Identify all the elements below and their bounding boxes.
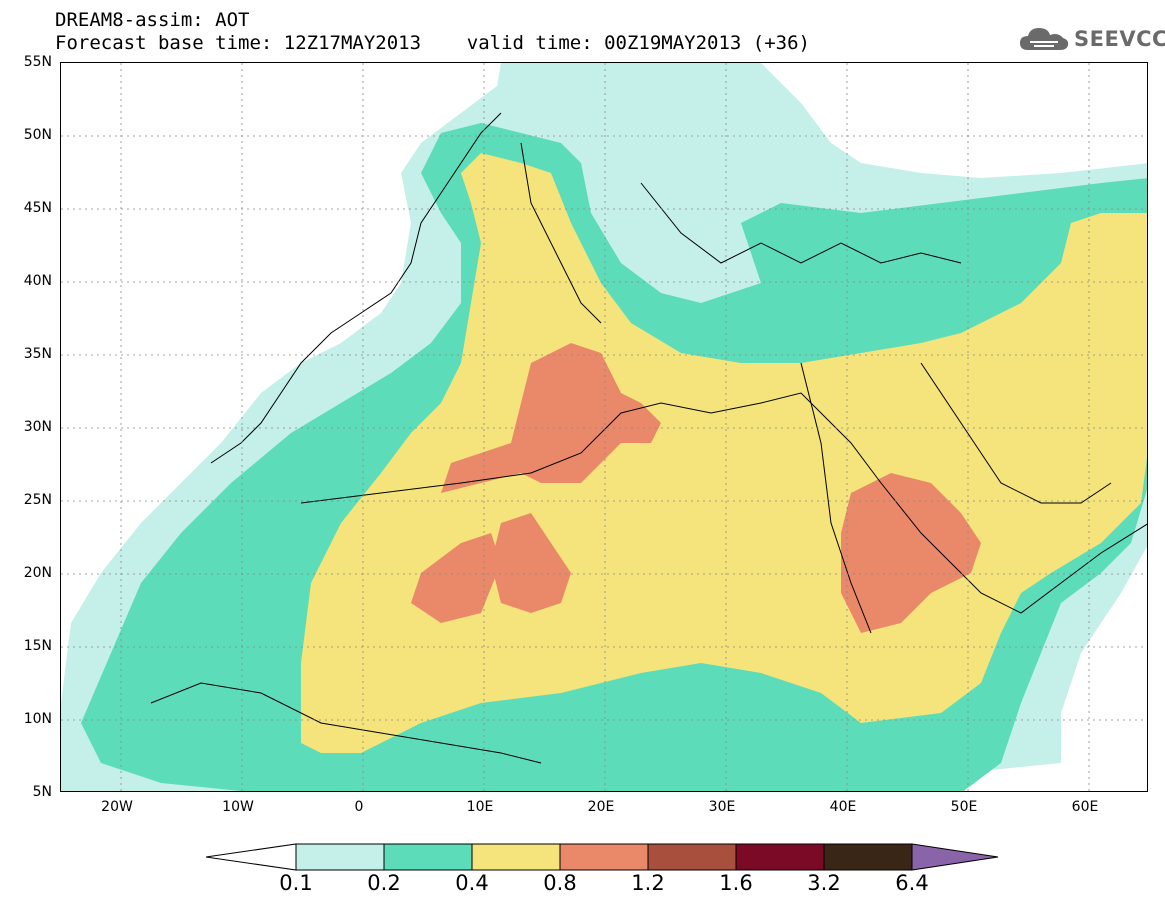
colorbar-segment	[823, 843, 913, 871]
colorbar-label: 1.6	[719, 871, 753, 895]
lon-label: 20W	[101, 799, 133, 815]
lat-label: 50N	[23, 127, 52, 143]
lat-label: 25N	[23, 492, 52, 508]
colorbar-label: 0.2	[367, 871, 401, 895]
aot-field	[61, 63, 1147, 791]
colorbar-segment	[559, 843, 649, 871]
colorbar-label: 0.8	[543, 871, 577, 895]
aot-band-0.8	[491, 513, 571, 613]
colorbar-label: 6.4	[895, 871, 929, 895]
colorbar-segment	[471, 843, 561, 871]
lon-label: 50E	[950, 799, 978, 815]
lat-label: 30N	[23, 419, 52, 435]
aot-map-area[interactable]	[60, 62, 1148, 792]
gridlines	[61, 63, 1147, 791]
lat-label: 15N	[23, 638, 52, 654]
lat-label: 5N	[32, 784, 52, 800]
lat-label: 40N	[23, 273, 52, 289]
colorbar-label: 1.2	[631, 871, 665, 895]
colorbar-segment	[295, 843, 385, 871]
aot-band-0.1	[491, 63, 621, 143]
aot-band-0.8	[841, 473, 981, 633]
colorbar-under-triangle	[206, 843, 297, 871]
aot-band-0.8	[441, 343, 661, 493]
coastlines	[150, 112, 1147, 764]
lat-label: 55N	[23, 54, 52, 70]
logo-text: SEEVCCC	[1074, 27, 1165, 51]
lat-label: 20N	[23, 565, 52, 581]
colorbar-label: 3.2	[807, 871, 841, 895]
lon-label: 10E	[466, 799, 494, 815]
colorbar-label: 0.4	[455, 871, 489, 895]
seevccc-logo: SEEVCCC	[1018, 24, 1165, 54]
lat-label: 35N	[23, 346, 52, 362]
colorbar-over-triangle	[911, 843, 999, 871]
colorbar-segment	[735, 843, 825, 871]
colorbar-segment	[647, 843, 737, 871]
colorbar-label: 0.1	[279, 871, 313, 895]
lon-label: 0	[354, 799, 364, 815]
lat-label: 10N	[23, 711, 52, 727]
colorbar-segment	[383, 843, 473, 871]
map-title: DREAM8-assim: AOT	[55, 9, 250, 31]
cloud-icon	[1020, 28, 1069, 50]
lon-label: 10W	[222, 799, 254, 815]
aot-colorbar	[206, 843, 999, 871]
lat-label: 45N	[23, 200, 52, 216]
lon-label: 60E	[1071, 799, 1099, 815]
forecast-time-line: Forecast base time: 12Z17MAY2013 valid t…	[55, 32, 810, 54]
aot-band-0.8	[411, 533, 501, 623]
lon-label: 20E	[587, 799, 615, 815]
lon-label: 40E	[829, 799, 857, 815]
lon-label: 30E	[708, 799, 736, 815]
